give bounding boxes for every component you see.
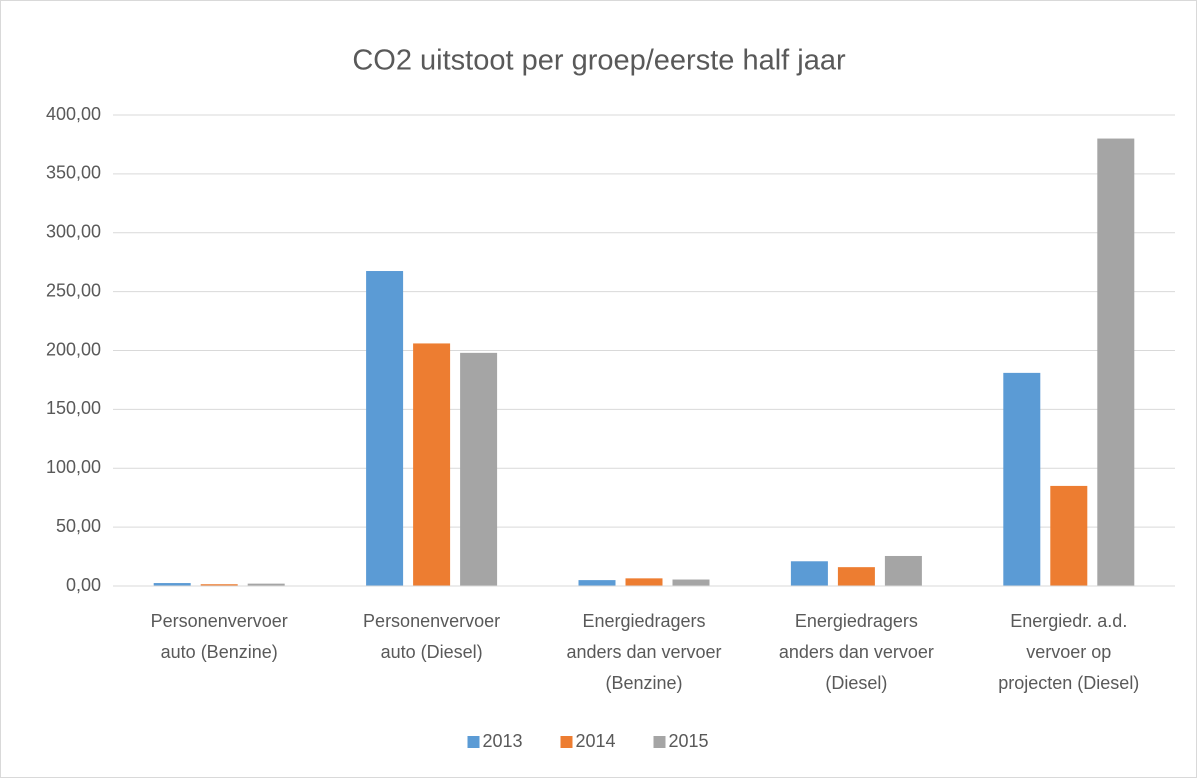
bar [1097,138,1135,587]
legend-label: 2013 [483,731,523,751]
bar [200,584,238,586]
bar [247,583,285,586]
x-tick-label: Energiedragers anders dan vervoer (Diese… [778,611,934,693]
chart-title: CO2 uitstoot per groep/eerste half jaar [352,45,846,77]
legend-label: 2015 [669,731,709,751]
y-tick-label: 350,00 [46,163,101,183]
bar [153,583,191,586]
bar [837,567,875,586]
y-tick-label: 100,00 [46,457,101,477]
legend-swatch [467,736,480,748]
bar [672,579,710,586]
x-tick-label: Energiedr. a.d. vervoer op projecten (Di… [998,611,1140,693]
x-tick-label: Personenvervoer auto (Diesel) [363,611,501,662]
bar [790,561,828,586]
bar [1050,485,1088,586]
bar [413,343,451,586]
bar [1003,372,1041,586]
legend-swatch [653,736,666,748]
y-tick-label: 50,00 [56,516,101,536]
y-tick-label: 300,00 [46,222,101,242]
bar [460,352,498,586]
y-tick-label: 200,00 [46,339,101,359]
legend-swatch [560,736,573,748]
x-tick-label: Personenvervoer auto (Benzine) [150,611,288,662]
bar [625,578,663,586]
y-tick-label: 0,00 [66,575,101,595]
y-tick-label: 150,00 [46,398,101,418]
legend-label: 2014 [576,731,616,751]
x-tick-label: Energiedragers anders dan vervoer (Benzi… [566,611,722,693]
bar [366,271,404,586]
y-tick-label: 250,00 [46,280,101,300]
bar [578,580,616,586]
bar [884,555,922,586]
y-tick-label: 400,00 [46,104,101,124]
